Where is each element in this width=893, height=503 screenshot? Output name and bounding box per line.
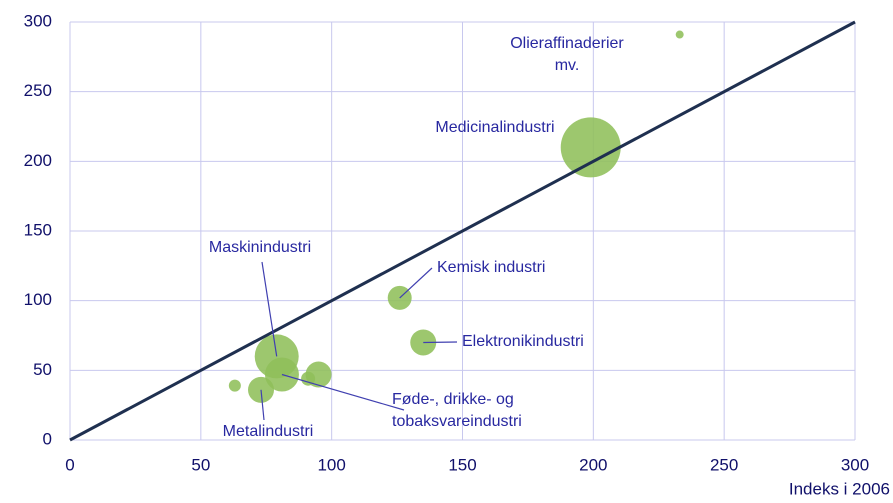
annotation: Metalindustri <box>223 423 314 440</box>
x-tick-label: 100 <box>317 455 345 474</box>
annotation: Elektronikindustri <box>462 333 584 350</box>
y-tick-label: 200 <box>24 151 52 170</box>
leader-line <box>399 267 433 299</box>
annotation: Medicinalindustri <box>435 119 554 136</box>
leader-line <box>261 261 278 357</box>
leader-line <box>281 373 405 411</box>
x-tick-label: 0 <box>65 455 74 474</box>
annotation: Maskinindustri <box>209 239 311 256</box>
x-tick-label: 150 <box>448 455 476 474</box>
leader-line <box>260 389 265 421</box>
y-tick-label: 300 <box>24 11 52 30</box>
x-tick-label: 200 <box>579 455 607 474</box>
annotation: Kemisk industri <box>437 259 545 276</box>
y-tick-label: 250 <box>24 81 52 100</box>
bubble <box>228 379 241 392</box>
annotation: Føde-, drikke- og <box>392 391 514 408</box>
diagonal-line <box>69 20 856 442</box>
x-axis-label: Indeks i 2006 <box>789 479 890 498</box>
annotation: mv. <box>555 57 580 74</box>
y-tick-label: 50 <box>33 360 52 379</box>
bubble <box>560 117 621 178</box>
annotation: Olieraffinaderier <box>510 35 624 52</box>
x-tick-label: 300 <box>841 455 869 474</box>
y-tick-label: 0 <box>43 429 52 448</box>
annotation: tobaksvareindustri <box>392 413 522 430</box>
y-tick-label: 100 <box>24 290 52 309</box>
x-tick-label: 50 <box>191 455 210 474</box>
bubble <box>301 371 316 386</box>
bubble <box>675 30 684 39</box>
x-tick-label: 250 <box>710 455 738 474</box>
y-tick-label: 150 <box>24 220 52 239</box>
